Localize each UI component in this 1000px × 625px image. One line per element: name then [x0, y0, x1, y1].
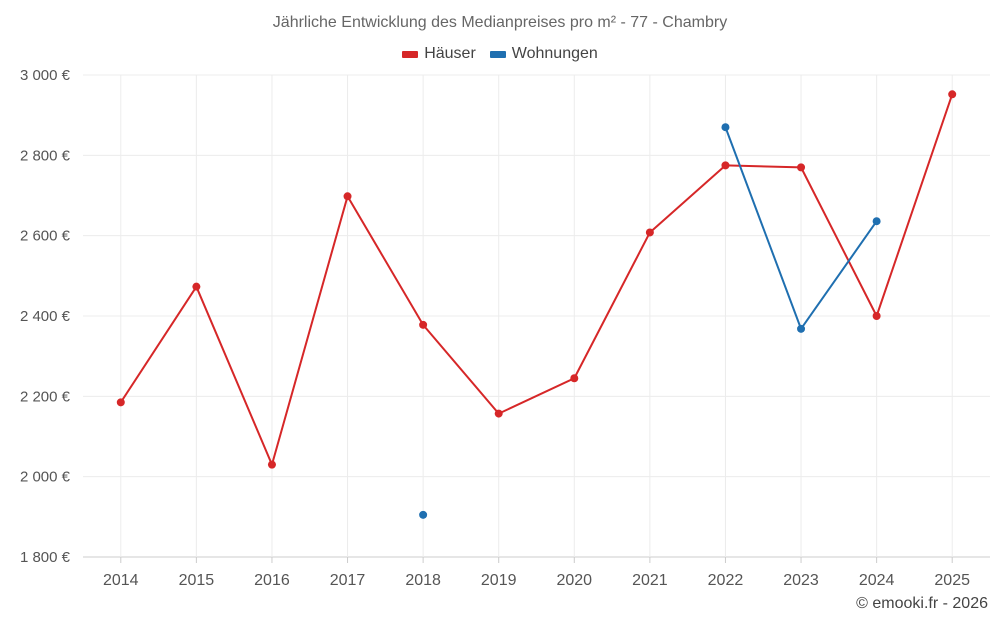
- legend-label-haeuser: Häuser: [424, 45, 476, 62]
- chart-title: Jährliche Entwicklung des Medianpreises …: [272, 14, 728, 31]
- x-tick-label: 2019: [481, 572, 517, 589]
- data-point-haeuser: [721, 161, 730, 170]
- x-tick-label: 2015: [179, 572, 215, 589]
- x-tick-label: 2018: [405, 572, 441, 589]
- data-point-wohnungen: [797, 324, 806, 333]
- data-point-wohnungen: [419, 510, 428, 519]
- legend: Häuser Wohnungen: [0, 45, 1000, 63]
- x-tick-label: 2025: [934, 572, 970, 589]
- data-point-haeuser: [797, 163, 806, 172]
- copyright-credit: © emooki.fr - 2026: [856, 595, 988, 612]
- series-line-haeuser: [119, 93, 954, 466]
- y-tick-label: 1 800 €: [20, 549, 71, 566]
- y-tick-label: 3 000 €: [20, 67, 71, 84]
- y-tick-label: 2 800 €: [20, 147, 71, 164]
- data-point-haeuser: [343, 192, 352, 201]
- data-point-wohnungen: [721, 123, 730, 132]
- x-tick-label: 2024: [859, 572, 895, 589]
- legend-swatch-haeuser: [402, 50, 419, 58]
- data-point-haeuser: [192, 282, 201, 291]
- x-tick-label: 2017: [330, 572, 366, 589]
- legend-swatch-wohnungen: [489, 50, 506, 58]
- x-tick-label: 2016: [254, 572, 290, 589]
- legend-item-haeuser[interactable]: Häuser: [402, 45, 476, 63]
- data-point-wohnungen: [872, 217, 881, 226]
- x-tick-label: 2021: [632, 572, 668, 589]
- data-point-haeuser: [494, 409, 503, 418]
- data-point-haeuser: [267, 460, 276, 469]
- data-point-haeuser: [419, 320, 428, 329]
- x-tick-label: 2022: [708, 572, 744, 589]
- legend-item-wohnungen[interactable]: Wohnungen: [489, 45, 598, 63]
- x-tick-label: 2014: [103, 572, 139, 589]
- data-point-haeuser: [645, 228, 654, 237]
- data-point-haeuser: [872, 312, 881, 320]
- y-tick-label: 2 400 €: [20, 308, 71, 325]
- data-point-haeuser: [570, 374, 579, 383]
- x-tick-label: 2020: [556, 572, 592, 589]
- y-tick-label: 2 000 €: [20, 469, 71, 486]
- y-tick-label: 2 600 €: [20, 228, 71, 245]
- data-point-haeuser: [948, 90, 957, 99]
- legend-label-wohnungen: Wohnungen: [511, 45, 598, 62]
- data-point-haeuser: [116, 398, 125, 407]
- x-tick-label: 2023: [783, 572, 819, 589]
- y-tick-label: 2 200 €: [20, 388, 71, 405]
